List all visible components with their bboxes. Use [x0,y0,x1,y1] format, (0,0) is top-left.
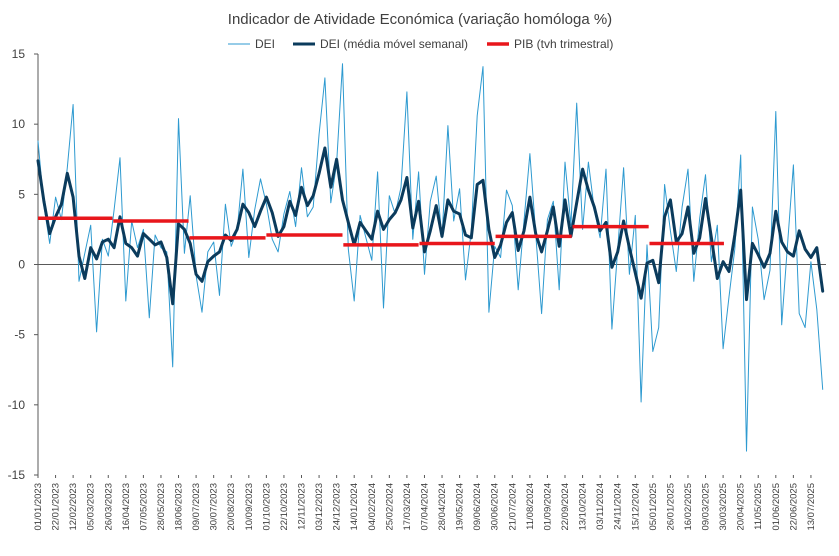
x-tick-label: 01/10/2023 [261,483,272,531]
legend-label: DEI (média móvel semanal) [320,37,468,51]
x-tick-label: 11/08/2024 [525,483,536,530]
x-tick-label: 24/11/2024 [613,483,624,530]
x-tick-label: 24/12/2023 [332,483,343,531]
x-tick-label: 21/07/2024 [507,483,518,531]
series-layer [36,63,825,452]
x-tick-label: 13/07/2025 [806,483,817,531]
x-tick-label: 16/02/2025 [683,483,694,531]
x-tick-label: 18/06/2023 [174,483,185,531]
legend-label: DEI [255,37,275,51]
x-tick-label: 09/07/2023 [191,483,202,531]
x-tick-label: 30/06/2024 [490,483,501,531]
x-tick-label: 26/03/2023 [103,483,114,531]
x-tick-label: 09/06/2024 [472,483,483,531]
x-tick-label: 30/03/2025 [718,483,729,531]
x-tick-label: 15/12/2024 [630,483,641,531]
x-tick-label: 01/01/2023 [33,483,44,531]
x-tick-label: 17/03/2024 [402,483,413,531]
y-axis: 15 10 5 0 -5 -10 -15 [8,47,39,482]
x-tick-label: 19/05/2024 [455,483,466,531]
chart-title: Indicador de Atividade Económica (variaç… [228,11,612,28]
x-axis: 01/01/2023 22/01/2023 12/02/2023 05/03/2023… [33,264,826,531]
y-tick-label: -15 [8,468,26,482]
y-tick-label: 0 [18,258,25,272]
x-tick-label: 16/04/2023 [121,483,132,531]
x-tick-label: 12/02/2023 [68,483,79,531]
x-tick-label: 22/09/2024 [560,483,571,531]
legend: DEI DEI (média móvel semanal) PIB (tvh tri… [228,37,613,51]
x-tick-label: 01/09/2024 [542,483,553,531]
x-tick-label: 07/04/2024 [419,483,430,531]
x-tick-label: 22/01/2023 [51,483,62,531]
y-tick-label: -10 [8,398,26,412]
dei-line [37,63,824,452]
x-tick-label: 07/05/2023 [138,483,149,531]
x-tick-label: 26/01/2025 [665,483,676,531]
x-tick-label: 03/11/2024 [595,483,606,530]
x-tick-label: 22/06/2025 [788,483,799,531]
x-tick-label: 01/06/2025 [771,483,782,531]
legend-label: PIB (tvh trimestral) [514,37,613,51]
y-tick-label: 15 [12,47,26,61]
x-tick-label: 20/08/2023 [226,483,237,531]
x-tick-label: 14/01/2024 [349,483,360,531]
x-tick-label: 30/07/2023 [209,483,220,531]
x-tick-label: 05/03/2023 [86,483,97,531]
x-tick-label: 10/09/2023 [244,483,255,531]
x-tick-label: 09/03/2025 [701,483,712,531]
x-tick-label: 28/04/2024 [437,483,448,531]
x-tick-label: 11/05/2025 [753,483,764,530]
y-tick-label: 10 [12,117,26,131]
dei-moving-average-line [36,146,825,306]
x-tick-label: 05/01/2025 [648,483,659,531]
x-tick-label: 12/11/2023 [297,483,308,530]
x-tick-label: 13/10/2024 [578,483,589,531]
x-tick-label: 04/02/2024 [367,483,378,531]
x-tick-label: 20/04/2025 [736,483,747,531]
x-tick-label: 03/12/2023 [314,483,325,531]
x-tick-label: 22/10/2023 [279,483,290,531]
y-tick-label: -5 [14,328,25,342]
x-tick-label: 28/05/2023 [156,483,167,531]
x-tick-label: 25/02/2024 [384,483,395,531]
y-tick-label: 5 [18,187,25,201]
